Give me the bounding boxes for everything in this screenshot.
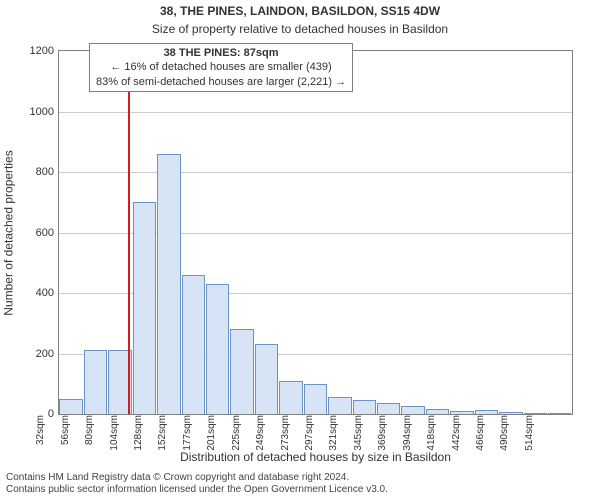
- histogram-bar: [206, 284, 229, 414]
- x-tick-label: 273sqm: [280, 415, 291, 455]
- x-tick-label: 249sqm: [255, 415, 266, 455]
- footer-attribution: Contains HM Land Registry data © Crown c…: [6, 472, 388, 496]
- figure: 38, THE PINES, LAINDON, BASILDON, SS15 4…: [0, 0, 600, 500]
- y-axis-label: Number of detached properties: [0, 50, 18, 415]
- x-tick-label: 201sqm: [206, 415, 217, 455]
- histogram-bar: [475, 410, 498, 414]
- x-tick-label: 418sqm: [426, 415, 437, 455]
- y-axis-label-text: Number of detached properties: [2, 150, 16, 315]
- x-tick-label: 490sqm: [499, 415, 510, 455]
- histogram-bar: [426, 409, 449, 414]
- bars-layer: [59, 51, 572, 414]
- x-tick-label: 394sqm: [402, 415, 413, 455]
- x-tick-label: 514sqm: [524, 415, 535, 455]
- x-tick-label: 225sqm: [231, 415, 242, 455]
- x-tick-label: 297sqm: [304, 415, 315, 455]
- x-tick-label: 32sqm: [35, 415, 46, 455]
- x-tick-label: 56sqm: [60, 415, 71, 455]
- y-tick-label: 600: [36, 227, 54, 239]
- y-tick-label: 0: [48, 408, 54, 420]
- histogram-bar: [182, 275, 205, 414]
- footer-line-1: Contains HM Land Registry data © Crown c…: [6, 472, 388, 484]
- y-tick-label: 200: [36, 348, 54, 360]
- histogram-bar: [304, 384, 327, 414]
- annotation-box: 38 THE PINES: 87sqm ← 16% of detached ho…: [89, 43, 353, 92]
- chart-title: 38, THE PINES, LAINDON, BASILDON, SS15 4…: [0, 4, 600, 18]
- histogram-bar: [230, 329, 253, 414]
- histogram-bar: [133, 202, 156, 414]
- histogram-bar: [377, 403, 400, 414]
- histogram-bar: [401, 406, 424, 414]
- x-tick-label: 321sqm: [328, 415, 339, 455]
- histogram-bar: [59, 399, 82, 414]
- x-tick-label: 442sqm: [451, 415, 462, 455]
- histogram-bar: [328, 397, 351, 414]
- histogram-bar: [353, 400, 376, 414]
- footer-line-2: Contains public sector information licen…: [6, 484, 388, 496]
- x-tick-label: 466sqm: [475, 415, 486, 455]
- histogram-bar: [499, 412, 522, 414]
- x-tick-label: 152sqm: [157, 415, 168, 455]
- histogram-bar: [157, 154, 180, 414]
- chart-subtitle: Size of property relative to detached ho…: [0, 22, 600, 36]
- y-tick-label: 1200: [30, 45, 54, 57]
- histogram-bar: [255, 344, 278, 414]
- y-tick-label: 1000: [30, 106, 54, 118]
- histogram-bar: [84, 350, 107, 414]
- x-tick-label: 128sqm: [133, 415, 144, 455]
- x-tick-label: 80sqm: [84, 415, 95, 455]
- x-tick-label: 177sqm: [182, 415, 193, 455]
- x-tick-label: 104sqm: [109, 415, 120, 455]
- histogram-bar: [279, 381, 302, 414]
- y-tick-label: 400: [36, 287, 54, 299]
- histogram-bar: [548, 413, 571, 415]
- plot-area: 38 THE PINES: 87sqm ← 16% of detached ho…: [58, 50, 573, 415]
- histogram-bar: [524, 413, 547, 414]
- reference-line: [128, 51, 130, 414]
- x-tick-label: 345sqm: [353, 415, 364, 455]
- annotation-line-2: 83% of semi-detached houses are larger (…: [96, 75, 346, 89]
- annotation-header: 38 THE PINES: 87sqm: [96, 46, 346, 60]
- histogram-bar: [450, 411, 473, 414]
- annotation-line-1: ← 16% of detached houses are smaller (43…: [96, 60, 346, 74]
- x-tick-label: 369sqm: [377, 415, 388, 455]
- y-tick-label: 800: [36, 166, 54, 178]
